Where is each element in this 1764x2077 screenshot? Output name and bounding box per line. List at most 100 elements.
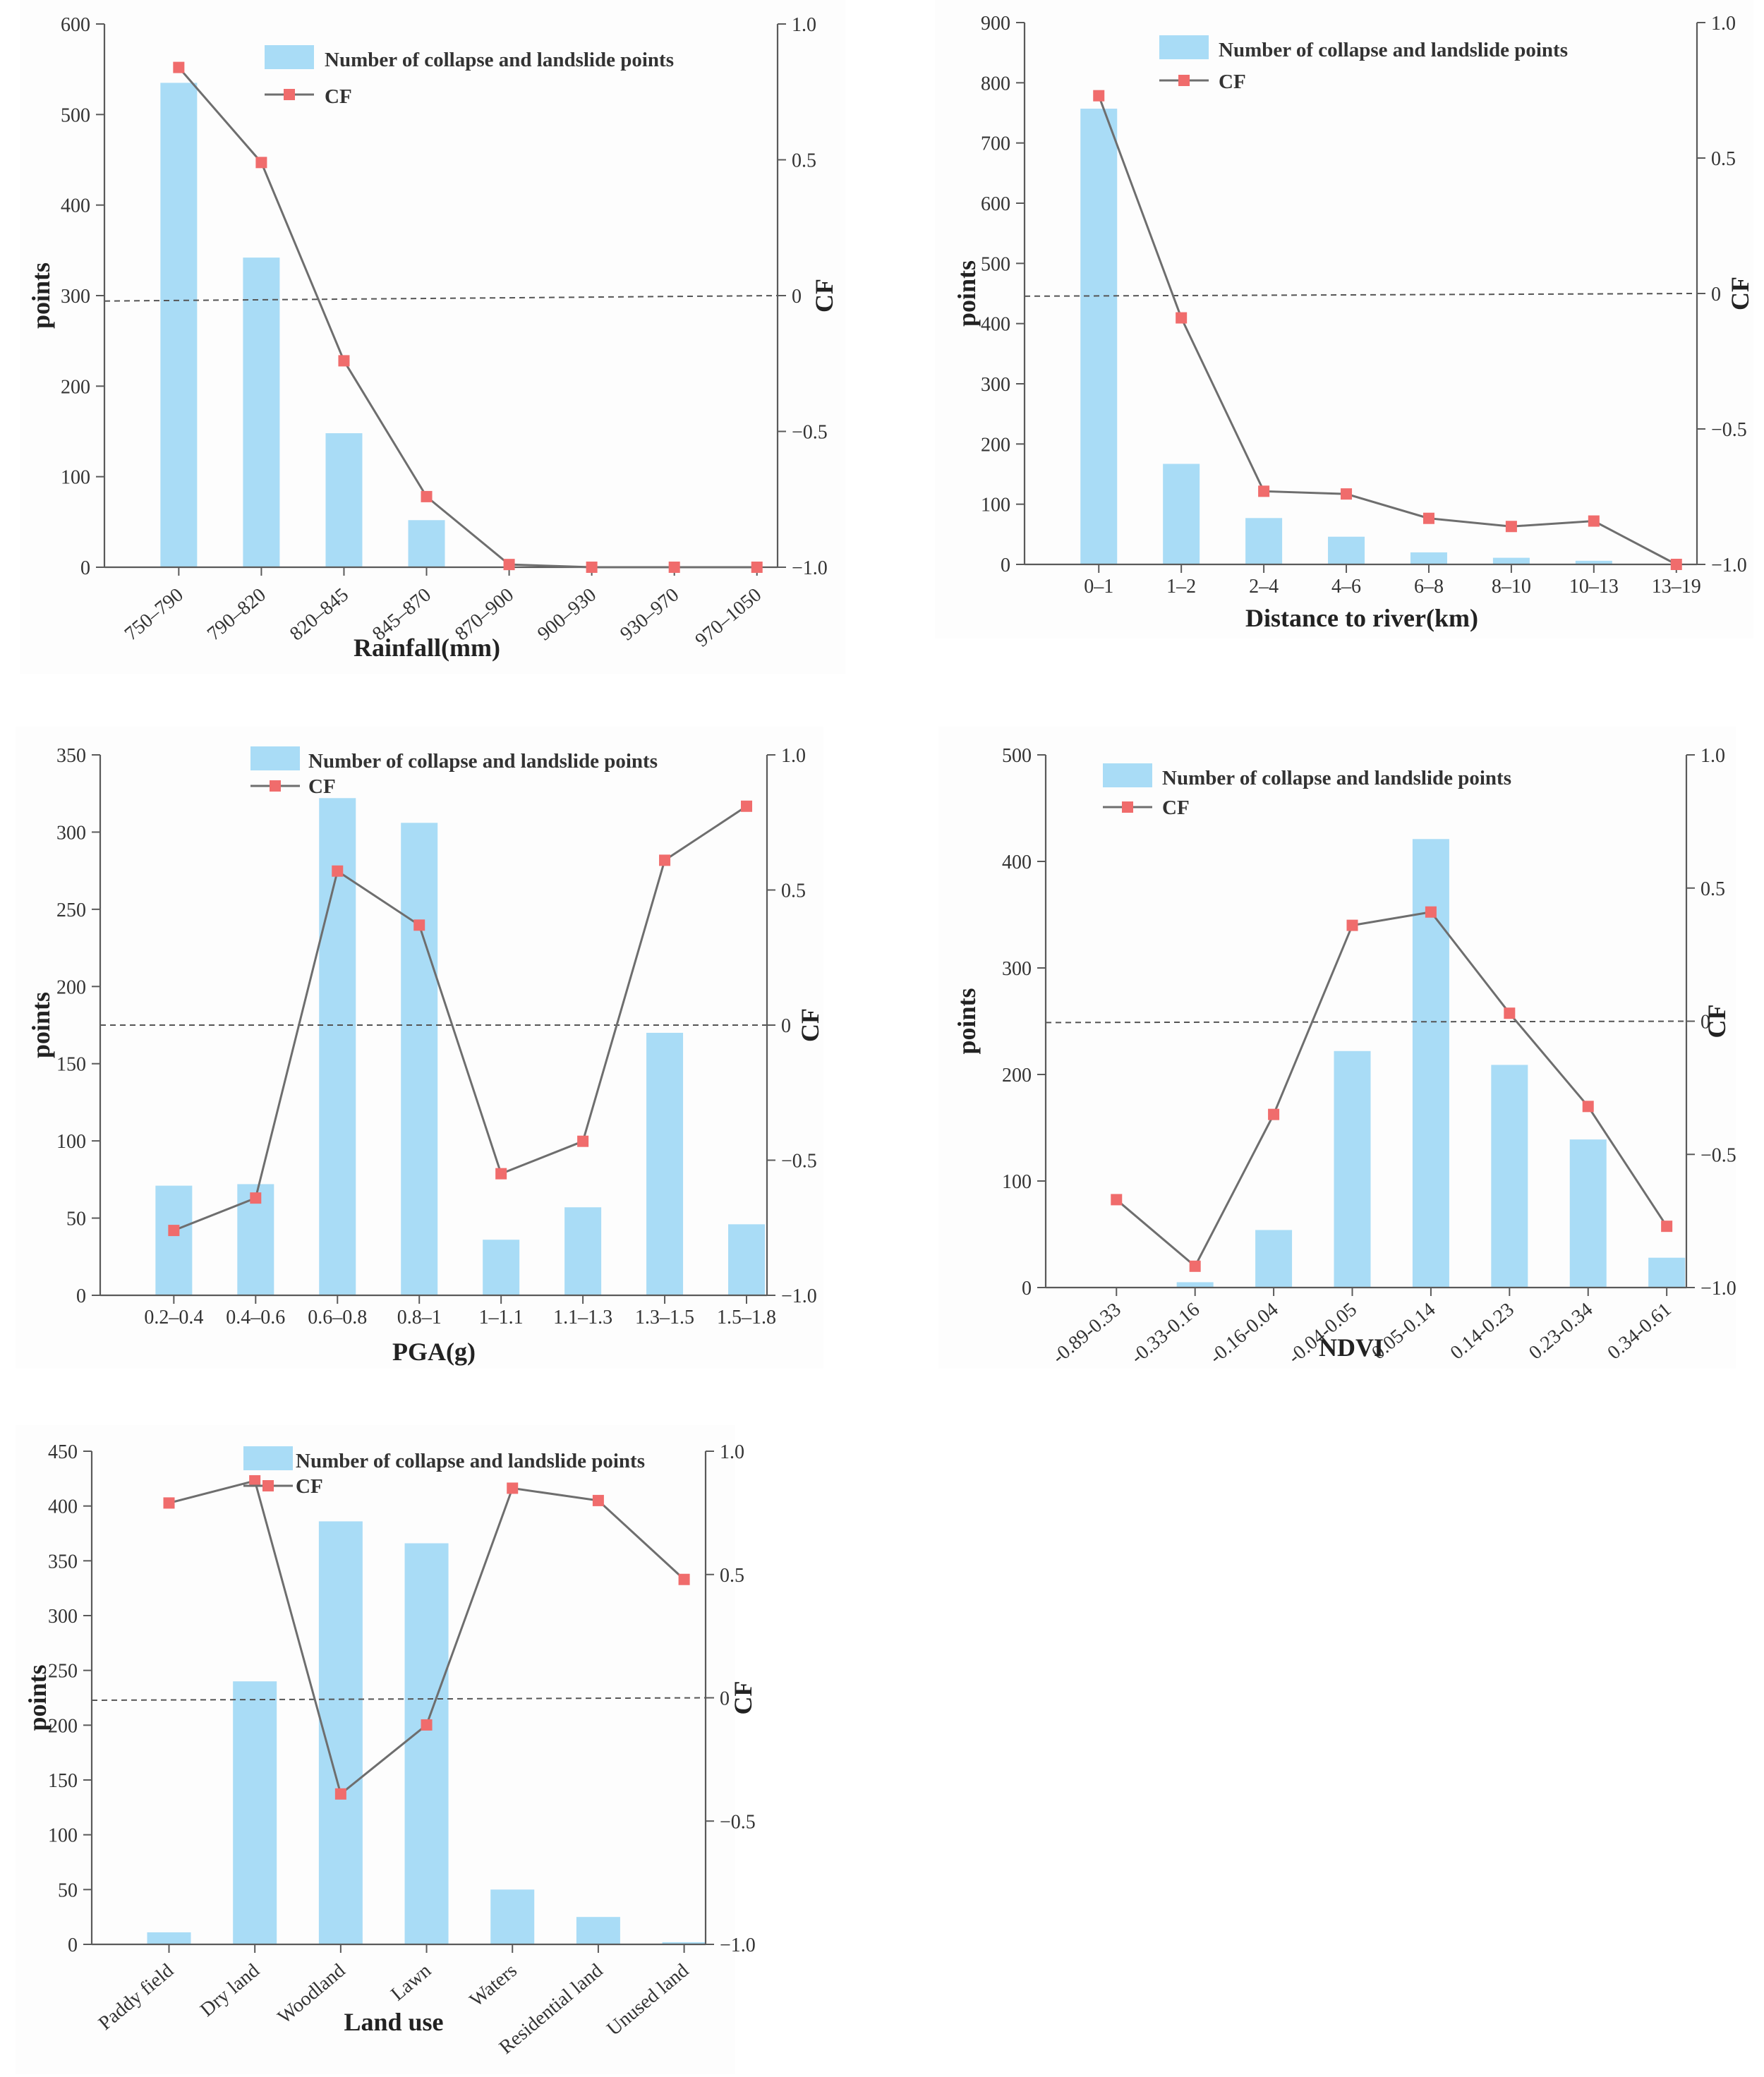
x-axis-label: Distance to river(km) (1245, 604, 1478, 632)
legend-bar-swatch (1159, 35, 1209, 59)
y-tick-label: 200 (48, 1715, 78, 1737)
bar (728, 1224, 766, 1295)
y2-axis-label: CF (1726, 277, 1754, 310)
cf-point (1268, 1108, 1280, 1120)
x-tick-label: 6–8 (1414, 576, 1444, 598)
x-tick-label: 1.5–1.8 (717, 1307, 776, 1328)
legend-bar-swatch (243, 1446, 293, 1470)
x-tick-label: 1–1.1 (479, 1307, 524, 1328)
cf-line (178, 66, 757, 569)
cf-point (751, 562, 763, 573)
y-tick-label: 150 (48, 1770, 78, 1792)
y2-tick-label: −1.0 (1700, 1278, 1736, 1300)
x-tick-label: 1.1–1.3 (553, 1307, 612, 1328)
x-tick-label: 1–2 (1166, 576, 1196, 598)
y-tick-label: 150 (56, 1054, 86, 1076)
y2-tick-label: −0.5 (1700, 1144, 1736, 1166)
y-tick-label: 0 (68, 1934, 78, 1956)
y2-tick-label: 0.5 (792, 150, 816, 172)
x-tick-label: 10–13 (1569, 576, 1619, 598)
y-axis-label: points (27, 992, 55, 1058)
y-tick-label: 600 (61, 14, 90, 36)
cf-zero-line (1024, 293, 1698, 297)
x-tick-label: 8–10 (1492, 576, 1531, 598)
cf-point (1346, 919, 1358, 931)
y-tick-label: 600 (981, 193, 1010, 215)
cf-point (678, 1573, 690, 1585)
cf-point (163, 1497, 175, 1509)
cf-point (1588, 515, 1600, 527)
cf-point (173, 61, 185, 73)
cf-point (250, 1192, 262, 1204)
y2-tick-label: −0.5 (1711, 419, 1747, 441)
cf-point (668, 562, 680, 573)
bar (1328, 536, 1365, 564)
cf-line (1097, 95, 1677, 566)
y-tick-label: 500 (981, 253, 1010, 275)
bar (490, 1889, 535, 1944)
cf-point (421, 1719, 433, 1731)
legend-bar-swatch (1103, 763, 1152, 787)
cf-point (507, 1482, 519, 1494)
cf-zero-line (104, 295, 778, 302)
y2-tick-label: −0.5 (720, 1811, 756, 1833)
cf-point (332, 865, 344, 877)
legend-marker (262, 1480, 274, 1491)
legend-bar-swatch (250, 746, 300, 770)
cf-point (421, 490, 433, 502)
y-tick-label: 300 (1002, 958, 1032, 980)
cf-point (413, 919, 425, 931)
x-tick-label: 2–4 (1249, 576, 1279, 598)
bar (318, 1521, 363, 1944)
y2-tick-label: −0.5 (781, 1151, 817, 1173)
y2-tick-label: 1.0 (792, 14, 816, 36)
cf-point (249, 1475, 261, 1486)
y2-tick-label: 0.5 (720, 1565, 744, 1587)
x-tick-label: 0–1 (1084, 576, 1113, 598)
chart-pga: 0 50 100 150 200 250 300 350 −1.0 −0.5 0 0.5 1.0 0.2–… (27, 745, 824, 1366)
legend-bar-label: Number of collapse and landslide points (1219, 39, 1568, 61)
x-axis-label: NDVI (1319, 1333, 1384, 1362)
y-tick-label: 0 (76, 1285, 86, 1307)
y2-tick-label: 0.5 (781, 880, 806, 902)
legend-line-label: CF (1162, 797, 1190, 819)
cf-point (1341, 488, 1353, 500)
y-tick-label: 100 (1002, 1171, 1032, 1193)
cf-point (1093, 90, 1105, 102)
bar (1255, 1230, 1293, 1288)
bar (147, 1932, 191, 1944)
bar (646, 1032, 684, 1295)
y2-axis-label: CF (810, 279, 838, 313)
y-tick-label: 100 (61, 467, 90, 489)
cf-point (592, 1494, 604, 1506)
cf-point (495, 1168, 507, 1180)
bar (1569, 1139, 1607, 1288)
x-axis-label: Rainfall(mm) (354, 634, 500, 662)
y-tick-label: 700 (981, 133, 1010, 155)
y2-tick-label: 0 (792, 286, 802, 308)
legend-bar-label: Number of collapse and landslide points (1162, 767, 1511, 789)
y2-axis-label: CF (796, 1008, 824, 1042)
cf-point (659, 854, 671, 866)
y2-axis-label: CF (729, 1681, 757, 1715)
cf-point (338, 355, 350, 367)
y2-tick-label: 0 (1700, 1012, 1710, 1034)
y-axis-label: points (953, 988, 981, 1054)
cf-point (1670, 559, 1682, 570)
cf-point (1189, 1260, 1201, 1272)
y2-tick-label: −1.0 (720, 1934, 756, 1956)
y-tick-label: 400 (48, 1496, 78, 1518)
bar (233, 1681, 277, 1944)
bar (319, 798, 356, 1295)
cf-point (577, 1135, 589, 1147)
y-tick-label: 500 (61, 104, 90, 126)
bar (155, 1185, 193, 1295)
y-tick-label: 350 (48, 1551, 78, 1573)
cf-line (1116, 911, 1668, 1268)
y2-tick-label: 0 (1711, 284, 1721, 305)
y2-tick-label: −1.0 (1711, 555, 1747, 576)
y-tick-label: 200 (61, 376, 90, 398)
bar (1176, 1282, 1214, 1288)
x-tick-label: 13–19 (1652, 576, 1701, 598)
x-tick-label: 0.6–0.8 (308, 1307, 367, 1328)
